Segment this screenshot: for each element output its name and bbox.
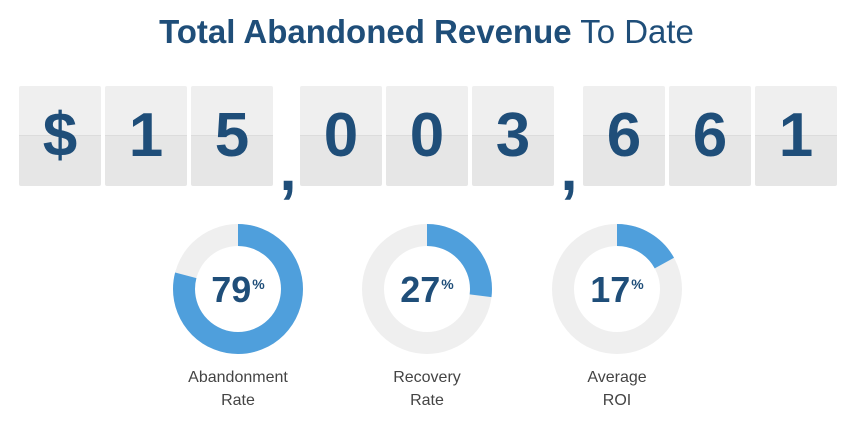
counter-tile: 0 [386, 86, 468, 186]
donut-chart [552, 224, 682, 354]
stat-label-line2: ROI [602, 392, 632, 409]
stat-value: 17% [552, 268, 682, 312]
stat-average-roi: 17% Average ROI [532, 224, 702, 419]
title-strong: Total Abandoned Revenue [159, 13, 572, 50]
counter-digit: 0 [409, 101, 445, 170]
donut-arc [552, 224, 682, 354]
counter-digit: 1 [778, 101, 814, 170]
stat-number: 79 [211, 269, 252, 310]
donut-chart [173, 224, 303, 354]
counter-tile: 1 [755, 86, 837, 186]
donut-chart [362, 224, 492, 354]
percent-sign: % [441, 276, 454, 292]
stat-recovery-rate: 27% Recovery Rate [342, 224, 512, 419]
stat-label-line2: Rate [410, 392, 444, 409]
counter-separator: , [279, 135, 297, 204]
stat-number: 27 [400, 269, 441, 310]
stat-label-line2: Rate [221, 392, 255, 409]
counter-tile: 3 [472, 86, 554, 186]
counter-digit: 6 [692, 101, 728, 170]
stat-value: 27% [362, 268, 492, 312]
donut-arc [362, 224, 492, 354]
donut-arc [173, 224, 303, 354]
stat-abandonment-rate: 79% Abandonment Rate [153, 224, 323, 419]
percent-sign: % [631, 276, 644, 292]
counter-tile-dollar: $ [19, 86, 101, 186]
counter-tile: 1 [105, 86, 187, 186]
stat-label: Average ROI [532, 366, 702, 412]
counter-separator: , [560, 135, 578, 204]
counter-tile: 6 [669, 86, 751, 186]
counter-digit: 0 [323, 101, 359, 170]
page-title: Total Abandoned Revenue To Date [0, 10, 853, 54]
counter-digit: 5 [214, 101, 250, 170]
counter-digit: $ [42, 101, 78, 170]
counter-tile: 0 [300, 86, 382, 186]
counter-tile: 6 [583, 86, 665, 186]
stat-label-line1: Recovery [393, 369, 461, 386]
percent-sign: % [252, 276, 265, 292]
stat-value: 79% [173, 268, 303, 312]
stat-label: Recovery Rate [342, 366, 512, 412]
stat-label-line1: Average [587, 369, 647, 386]
revenue-counter: $ 1 5 , 0 0 3 , 6 6 1 [0, 86, 853, 204]
stat-number: 17 [590, 269, 631, 310]
counter-digit: 3 [495, 101, 531, 170]
stat-label-line1: Abandonment [188, 369, 288, 386]
counter-digit: 1 [128, 101, 164, 170]
counter-digit: 6 [606, 101, 642, 170]
stat-label: Abandonment Rate [153, 366, 323, 412]
counter-tile: 5 [191, 86, 273, 186]
title-light: To Date [580, 13, 694, 50]
